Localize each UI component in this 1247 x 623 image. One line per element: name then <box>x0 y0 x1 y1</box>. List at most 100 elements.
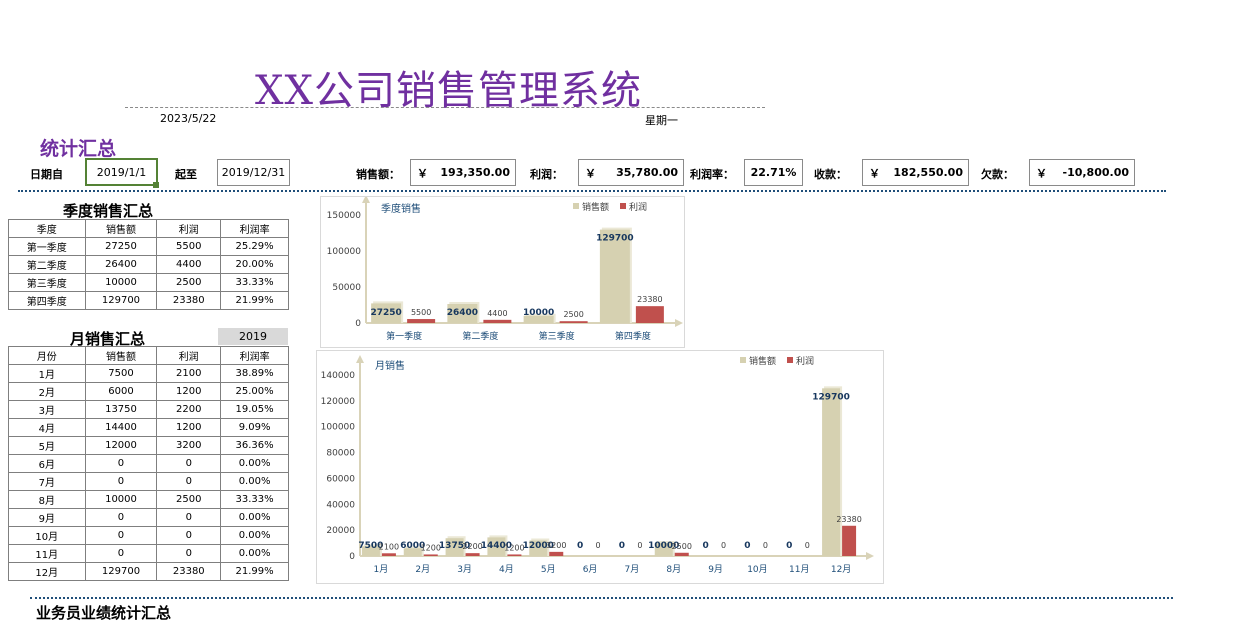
margin-total-cell[interactable]: 22.71% <box>744 159 803 186</box>
quarter-table-cell[interactable]: 27250 <box>84 237 158 256</box>
legend-label-profit: 利润 <box>629 201 647 213</box>
date-from-cell[interactable]: 2019/1/1 <box>85 158 158 186</box>
quarter-table-cell[interactable]: 5500 <box>156 237 222 256</box>
month-sales-chart[interactable]: 0 20000 40000 60000 80000 100000 120000 140000 月… <box>316 350 884 584</box>
month-table-cell[interactable]: 2500 <box>156 490 222 509</box>
month-table-cell[interactable]: 2200 <box>156 400 222 419</box>
quarter-table-cell[interactable]: 第三季度 <box>8 273 86 292</box>
profit-total-value: 35,780.00 <box>616 166 678 179</box>
month-table-cell[interactable]: 36.36% <box>220 436 289 455</box>
quarter-table-cell[interactable]: 23380 <box>156 291 222 310</box>
month-table-cell[interactable]: 25.00% <box>220 382 289 401</box>
date-to-cell[interactable]: 2019/12/31 <box>217 159 290 186</box>
month-table-cell[interactable]: 0.00% <box>220 526 289 545</box>
profit-data-label: 3200 <box>546 541 566 550</box>
month-table-cell[interactable]: 38.89% <box>220 364 289 383</box>
month-table-cell[interactable]: 10月 <box>8 526 86 545</box>
profit-currency: ￥ <box>585 166 596 180</box>
month-table-cell[interactable]: 1200 <box>156 382 222 401</box>
month-table-cell[interactable]: 0 <box>156 472 222 491</box>
month-table-cell[interactable]: 7月 <box>8 472 86 491</box>
quarter-table-cell[interactable]: 26400 <box>84 255 158 274</box>
month-table-row: 4月 14400 1200 9.09% <box>8 418 289 437</box>
month-table-cell[interactable]: 33.33% <box>220 490 289 509</box>
profit-data-label: 23380 <box>637 295 662 304</box>
month-table-cell[interactable]: 0 <box>156 526 222 545</box>
received-total-cell[interactable]: ￥ 182,550.00 <box>862 159 969 186</box>
owed-total-cell[interactable]: ￥ -10,800.00 <box>1029 159 1135 186</box>
month-table-cell[interactable]: 0 <box>84 472 158 491</box>
summary-section-title: 统计汇总 <box>40 138 117 160</box>
received-total-value: 182,550.00 <box>893 166 963 179</box>
quarter-table-cell[interactable]: 第四季度 <box>8 291 86 310</box>
month-table-cell[interactable]: 1月 <box>8 364 86 383</box>
quarter-table-header-cell: 季度 <box>8 219 86 238</box>
month-summary-table: 月份 销售额 利润 利润率 1月 7500 2100 38.89% 2月 6000 1200 25.0… <box>8 346 289 581</box>
month-table-cell[interactable]: 0 <box>84 454 158 473</box>
month-table-cell[interactable]: 3月 <box>8 400 86 419</box>
profit-total-cell[interactable]: ￥ 35,780.00 <box>578 159 684 186</box>
quarter-table-cell[interactable]: 4400 <box>156 255 222 274</box>
profit-data-label: 0 <box>721 541 726 550</box>
month-table-cell[interactable]: 129700 <box>84 562 158 581</box>
y-tick-label: 0 <box>355 319 361 329</box>
month-table-cell[interactable]: 0.00% <box>220 472 289 491</box>
month-table-cell[interactable]: 6000 <box>84 382 158 401</box>
month-table-cell[interactable]: 0 <box>84 508 158 527</box>
month-table-cell[interactable]: 0 <box>156 508 222 527</box>
month-table-cell[interactable]: 12000 <box>84 436 158 455</box>
sales-total-cell[interactable]: ￥ 193,350.00 <box>410 159 516 186</box>
sales-data-label: 10000 <box>523 308 554 318</box>
month-table-cell[interactable]: 4月 <box>8 418 86 437</box>
sales-data-label: 14400 <box>481 541 512 551</box>
x-tick-label: 第二季度 <box>462 330 498 342</box>
quarter-sales-chart[interactable]: 0 50000 100000 150000 季度销售 销售额 利润 27250 5500 第一季度… <box>320 195 685 348</box>
month-table-cell[interactable]: 13750 <box>84 400 158 419</box>
profit-bar <box>842 525 857 556</box>
month-table-cell[interactable]: 3200 <box>156 436 222 455</box>
y-tick-label: 20000 <box>326 526 355 536</box>
month-table-cell[interactable]: 12月 <box>8 562 86 581</box>
quarter-table-cell[interactable]: 2500 <box>156 273 222 292</box>
y-tick-label: 60000 <box>326 474 355 484</box>
profit-data-label: 1200 <box>421 543 441 552</box>
profit-bar <box>465 553 480 556</box>
quarter-table-cell[interactable]: 10000 <box>84 273 158 292</box>
month-table-header-cell: 销售额 <box>84 346 158 365</box>
month-table-cell[interactable]: 2100 <box>156 364 222 383</box>
quarter-table-cell[interactable]: 第二季度 <box>8 255 86 274</box>
month-table-cell[interactable]: 9月 <box>8 508 86 527</box>
month-table-cell[interactable]: 6月 <box>8 454 86 473</box>
month-table-cell[interactable]: 10000 <box>84 490 158 509</box>
quarter-table-cell[interactable]: 21.99% <box>220 291 289 310</box>
month-table-cell[interactable]: 2月 <box>8 382 86 401</box>
month-table-row: 1月 7500 2100 38.89% <box>8 364 289 383</box>
quarter-table-cell[interactable]: 25.29% <box>220 237 289 256</box>
quarter-table-cell[interactable]: 33.33% <box>220 273 289 292</box>
month-table-cell[interactable]: 5月 <box>8 436 86 455</box>
sales-data-label: 26400 <box>447 308 478 318</box>
month-table-cell[interactable]: 19.05% <box>220 400 289 419</box>
cell-fill-handle[interactable] <box>153 182 159 188</box>
month-table-cell[interactable]: 14400 <box>84 418 158 437</box>
month-table-cell[interactable]: 0 <box>156 544 222 563</box>
month-table-cell[interactable]: 0 <box>84 544 158 563</box>
month-table-cell[interactable]: 11月 <box>8 544 86 563</box>
quarter-table-cell[interactable]: 129700 <box>84 291 158 310</box>
month-table-cell[interactable]: 23380 <box>156 562 222 581</box>
month-table-cell[interactable]: 8月 <box>8 490 86 509</box>
month-table-cell[interactable]: 7500 <box>84 364 158 383</box>
month-table-cell[interactable]: 1200 <box>156 418 222 437</box>
quarter-table-cell[interactable]: 20.00% <box>220 255 289 274</box>
year-cell[interactable]: 2019 <box>218 328 288 345</box>
month-table-cell[interactable]: 21.99% <box>220 562 289 581</box>
month-table-row: 5月 12000 3200 36.36% <box>8 436 289 455</box>
month-table-cell[interactable]: 0.00% <box>220 508 289 527</box>
month-table-cell[interactable]: 0.00% <box>220 544 289 563</box>
month-table-cell[interactable]: 9.09% <box>220 418 289 437</box>
month-table-cell[interactable]: 0.00% <box>220 454 289 473</box>
month-table-cell[interactable]: 0 <box>84 526 158 545</box>
month-table-cell[interactable]: 0 <box>156 454 222 473</box>
owed-label: 欠款： <box>981 168 1014 181</box>
quarter-table-cell[interactable]: 第一季度 <box>8 237 86 256</box>
